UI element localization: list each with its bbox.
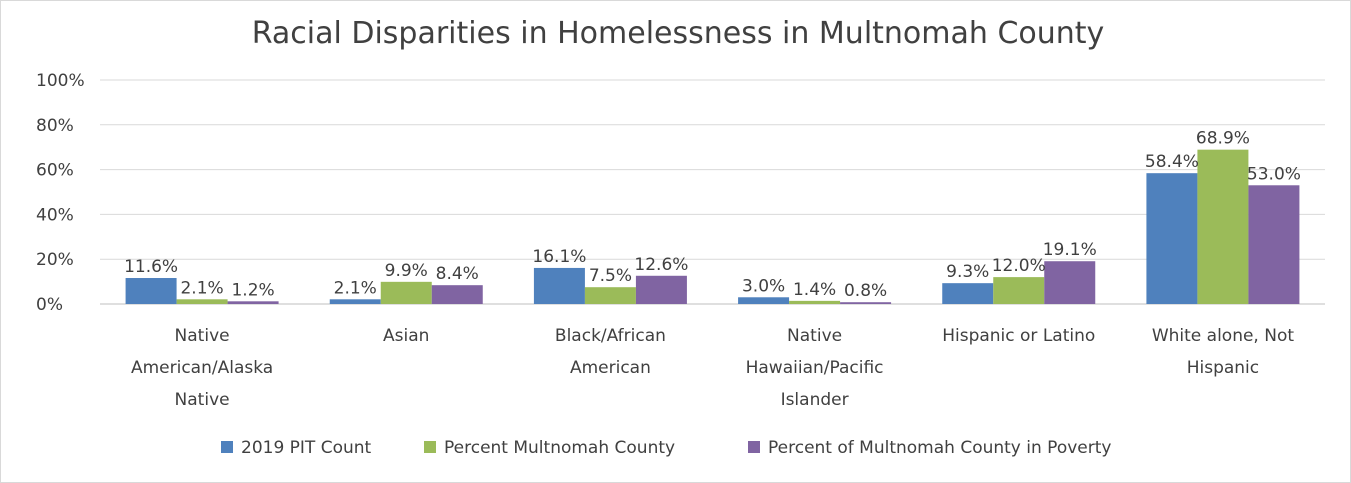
y-tick-label: 60% (36, 161, 74, 181)
y-axis: 0% 20% 40% 60% 80% 100% (36, 71, 85, 315)
data-label: 3.0% (742, 276, 785, 296)
chart-title: Racial Disparities in Homelessness in Mu… (252, 16, 1105, 51)
category-label: Hawaiian/Pacific (746, 358, 884, 378)
data-label: 19.1% (1043, 240, 1097, 260)
x-axis-categories: Native American/Alaska Native Asian Black/Af… (131, 326, 1294, 410)
y-tick-label: 40% (36, 205, 74, 225)
category-label: Hispanic (1187, 358, 1259, 378)
data-label: 9.9% (385, 261, 428, 281)
data-label: 2.1% (334, 278, 377, 298)
data-label: 8.4% (436, 264, 479, 284)
bar (738, 297, 790, 304)
category-label: Native (175, 390, 230, 410)
legend-label: Percent Multnomah County (444, 438, 675, 458)
category-label: Asian (383, 326, 429, 346)
legend-swatch (748, 441, 760, 453)
legend-label: Percent of Multnomah County in Poverty (768, 438, 1111, 458)
category-label: American (570, 358, 651, 378)
bar (533, 267, 585, 304)
gridlines (100, 79, 1325, 305)
category-label: Islander (781, 390, 849, 410)
bar (942, 283, 994, 304)
category-label: Native (175, 326, 230, 346)
data-label: 53.0% (1247, 164, 1301, 184)
legend-swatch (221, 441, 233, 453)
y-tick-label: 80% (36, 116, 74, 136)
category-label: White alone, Not (1152, 326, 1295, 346)
bar (635, 275, 687, 304)
bar (227, 301, 279, 304)
bar (1044, 261, 1096, 304)
data-label: 1.4% (793, 280, 836, 300)
data-label: 68.9% (1196, 129, 1250, 149)
bar (584, 287, 636, 304)
data-label: 12.6% (634, 255, 688, 275)
bar (1248, 185, 1300, 304)
data-label: 12.0% (992, 256, 1046, 276)
bar (993, 277, 1045, 304)
data-label: 1.2% (231, 280, 274, 300)
y-tick-label: 100% (36, 71, 85, 91)
data-label: 7.5% (589, 266, 632, 286)
data-label: 11.6% (124, 257, 178, 277)
data-labels: 11.6%2.1% 1.2% 2.1%9.9% 8.4%16.1%7.5%12.6%3… (124, 129, 1301, 302)
data-label: 16.1% (532, 247, 586, 267)
bar (380, 281, 432, 304)
data-label: 2.1% (180, 278, 223, 298)
category-label: Black/African (555, 326, 666, 346)
bar (840, 302, 892, 304)
data-label: 9.3% (946, 262, 989, 282)
data-label: 0.8% (844, 281, 887, 301)
category-label: American/Alaska (131, 358, 273, 378)
category-label: Hispanic or Latino (942, 326, 1095, 346)
legend: 2019 PIT Count Percent Multnomah County Pe… (221, 438, 1111, 458)
legend-swatch (424, 441, 436, 453)
y-tick-label: 20% (36, 250, 74, 270)
category-label: Native (787, 326, 842, 346)
y-tick-label: 0% (36, 295, 63, 315)
bar (789, 300, 841, 304)
data-label: 58.4% (1145, 152, 1199, 172)
bar (431, 285, 483, 304)
bar (176, 299, 228, 304)
bars (125, 149, 1300, 304)
bar (1146, 173, 1198, 304)
legend-label: 2019 PIT Count (241, 438, 372, 458)
bar (1197, 149, 1249, 304)
bar (329, 299, 381, 304)
bar (125, 278, 177, 304)
